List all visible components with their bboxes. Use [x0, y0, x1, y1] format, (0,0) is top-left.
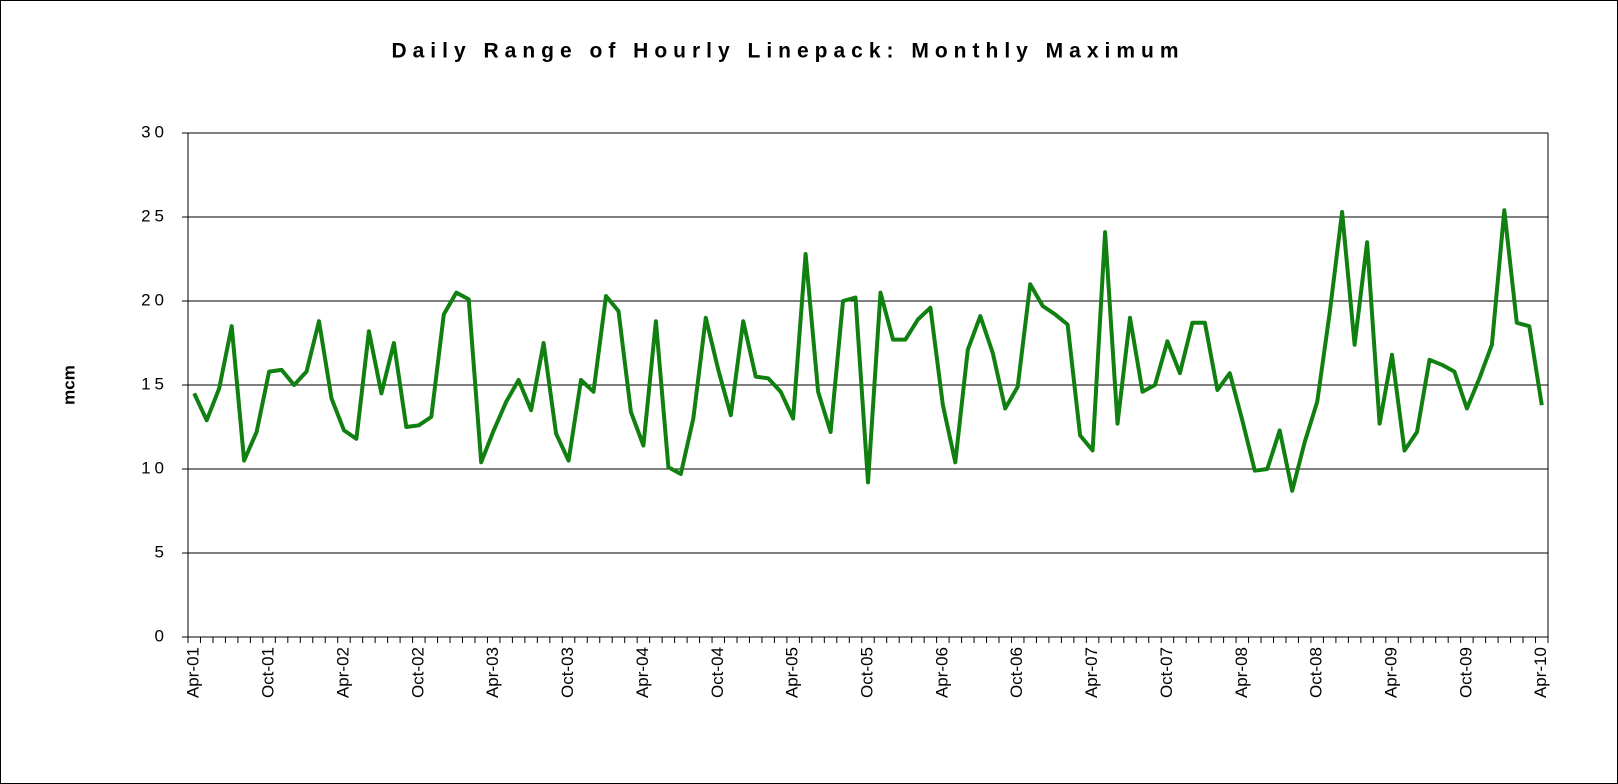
chart-title: Daily Range of Hourly Linepack: Monthly …	[391, 40, 1184, 63]
y-tick-label: 5	[155, 542, 168, 561]
x-tick-label: Apr-04	[633, 647, 652, 698]
x-tick-label: Oct-05	[857, 647, 876, 698]
data-line	[192, 208, 1544, 493]
x-tick-label: Oct-04	[708, 647, 727, 698]
x-tick-label: Oct-09	[1456, 647, 1475, 698]
y-tick-label: 0	[155, 626, 168, 645]
x-tick-label: Oct-07	[1157, 647, 1176, 698]
x-tick-label: Oct-02	[408, 647, 427, 698]
x-tick-label: Apr-05	[783, 647, 802, 698]
x-tick-label: Apr-03	[483, 647, 502, 698]
x-tick-label: Apr-06	[932, 647, 951, 698]
y-tick-label: 20	[141, 290, 168, 309]
x-tick-label: Apr-07	[1082, 647, 1101, 698]
x-tick-label: Apr-08	[1232, 647, 1251, 698]
y-tick-label: 30	[141, 122, 168, 141]
x-tick-label: Oct-06	[1007, 647, 1026, 698]
x-tick-label: Apr-01	[184, 647, 203, 698]
x-tick-label: Oct-01	[259, 647, 278, 698]
y-axis-label: mcm	[59, 365, 78, 405]
x-tick-label: Apr-10	[1531, 647, 1550, 698]
x-tick-label: Apr-09	[1382, 647, 1401, 698]
y-tick-label: 15	[141, 374, 168, 393]
x-tick-label: Oct-03	[558, 647, 577, 698]
y-tick-label: 25	[141, 206, 168, 225]
x-tick-label: Oct-08	[1307, 647, 1326, 698]
y-tick-label: 10	[141, 458, 168, 477]
x-tick-label: Apr-02	[333, 647, 352, 698]
